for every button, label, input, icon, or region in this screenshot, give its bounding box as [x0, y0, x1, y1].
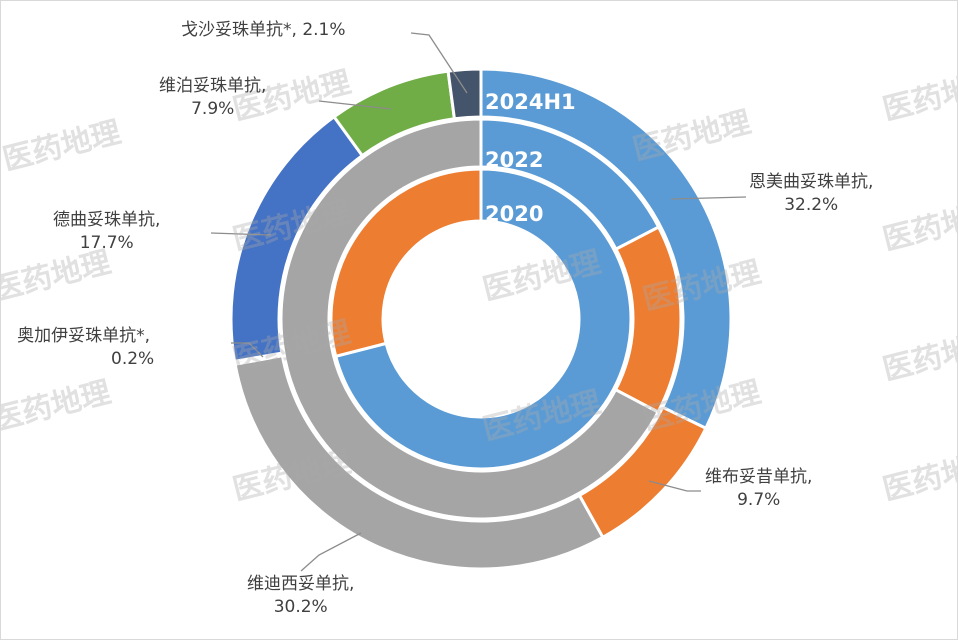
- leader-line: [231, 342, 264, 358]
- leader-line: [300, 532, 362, 572]
- data-label-gosha: 戈沙妥珠单抗*, 2.1%: [181, 20, 346, 40]
- leader-line: [648, 480, 701, 492]
- leader-line: [210, 232, 272, 236]
- data-label-enmeiqu: 恩美曲妥珠单抗, 32.2%: [749, 172, 874, 215]
- ring-2020-slice-1: [329, 167, 483, 359]
- ring-label-2020: 2020: [485, 202, 543, 226]
- data-label-dequ: 德曲妥珠单抗, 17.7%: [53, 210, 161, 253]
- data-label-weipo: 维泊妥珠单抗, 7.9%: [159, 76, 267, 119]
- ring-label-2022: 2022: [485, 148, 543, 172]
- data-label-aojiayi: 奥加伊妥珠单抗*, 0.2%: [17, 326, 155, 369]
- leader-line: [410, 32, 468, 94]
- data-label-weidixi: 维迪西妥单抗, 30.2%: [247, 574, 355, 617]
- data-label-weibutuoxi: 维布妥昔单抗, 9.7%: [705, 467, 813, 510]
- leader-line: [670, 196, 747, 200]
- ring-2022-slice-2: [279, 117, 661, 521]
- ring-label-2024H1: 2024H1: [485, 90, 576, 114]
- ring-2020-slice-0: [333, 167, 633, 471]
- ring-2024H1-slice-6: [446, 67, 483, 121]
- leader-line: [318, 100, 392, 110]
